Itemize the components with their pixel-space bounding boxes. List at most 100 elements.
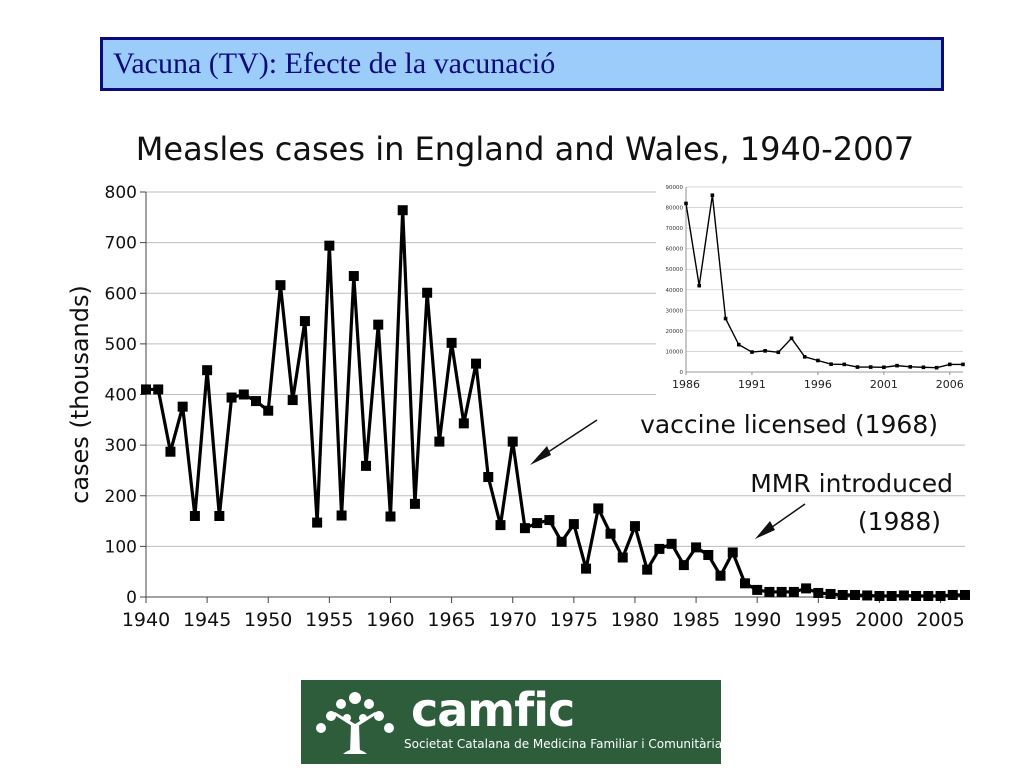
data-point	[287, 395, 298, 406]
data-point	[348, 271, 359, 282]
data-point	[312, 517, 323, 528]
inset-y-tick-label: 60000	[666, 247, 684, 253]
inset-data-point	[789, 336, 794, 341]
data-point	[519, 523, 530, 534]
annotation-arrow-head	[530, 446, 551, 465]
data-point	[813, 587, 824, 598]
data-point	[141, 384, 151, 395]
x-tick-label: 1960	[366, 609, 414, 631]
inset-data-point	[868, 365, 873, 369]
x-tick-label: 1940	[122, 609, 170, 631]
data-point	[581, 563, 592, 574]
inset-y-tick-label: 10000	[666, 349, 684, 355]
data-point	[935, 590, 946, 601]
x-tick-label: 1990	[733, 609, 781, 631]
inset-data-point	[855, 365, 860, 369]
data-point	[715, 570, 726, 581]
inset-x-tick-label: 2001	[870, 378, 898, 391]
data-point	[898, 590, 909, 601]
x-tick-label: 1945	[183, 609, 231, 631]
annotation-mmr-introduced: MMR introduced	[750, 469, 953, 498]
data-point	[495, 520, 506, 531]
y-tick-label: 700	[105, 234, 137, 254]
x-tick-label: 1995	[794, 609, 842, 631]
data-point	[189, 511, 200, 521]
data-point	[923, 590, 934, 601]
inset-data-point	[829, 362, 833, 366]
y-tick-label: 300	[105, 436, 137, 456]
inset-y-tick-label: 20000	[666, 329, 684, 335]
annotation-arrow-head	[755, 521, 775, 539]
data-point	[165, 446, 176, 457]
inset-data-point	[908, 365, 913, 369]
data-point	[458, 418, 469, 429]
data-point	[617, 552, 628, 563]
inset-data-point	[921, 365, 926, 370]
x-tick-label: 1985	[672, 609, 720, 631]
data-point	[202, 365, 213, 376]
inset-y-tick-label: 40000	[666, 288, 684, 294]
data-point	[532, 518, 543, 529]
data-point	[471, 358, 482, 369]
data-point	[837, 589, 848, 600]
data-point	[446, 337, 457, 348]
inset-y-tick-label: 30000	[666, 308, 684, 314]
inset-data-point	[842, 362, 847, 367]
x-tick-label: 2000	[855, 609, 903, 631]
slide-title: Vacuna (TV): Efecte de la vacunació	[100, 37, 944, 91]
data-point	[263, 405, 274, 416]
data-point	[752, 584, 763, 595]
inset-y-tick-label: 70000	[666, 226, 684, 232]
data-point	[361, 460, 372, 471]
data-point	[544, 515, 555, 526]
y-tick-label: 500	[105, 335, 137, 355]
inset-data-point	[882, 365, 886, 370]
measles-chart: 0 100 200 300 400 500 600 700 800 1940 1945 1950 195…	[66, 183, 970, 631]
data-point	[947, 589, 958, 600]
data-point	[642, 564, 653, 575]
inset-y-tick-label: 90000	[666, 185, 684, 191]
data-point	[275, 280, 286, 291]
data-point	[177, 401, 188, 412]
data-point	[214, 511, 225, 521]
inset-data-point	[697, 283, 701, 288]
data-point	[605, 528, 616, 539]
data-point	[373, 319, 384, 330]
inset-data-point	[750, 350, 754, 354]
y-tick-label: 800	[105, 183, 137, 203]
data-point	[507, 436, 518, 447]
x-tick-label: 1955	[305, 609, 353, 631]
y-tick-label: 400	[105, 386, 137, 406]
data-point	[911, 590, 922, 601]
data-point	[153, 384, 164, 395]
inset-data-point	[684, 201, 688, 206]
logo-subtitle: Societat Catalana de Medicina Familiar i…	[404, 737, 721, 751]
inset-data-point	[710, 193, 715, 198]
inset-data-point	[895, 363, 899, 368]
inset-data-point	[802, 354, 807, 359]
data-point	[666, 538, 677, 549]
data-point	[874, 590, 885, 601]
x-tick-label: 2005	[916, 609, 964, 631]
data-point	[238, 389, 249, 400]
x-tick-label: 1950	[244, 609, 292, 631]
camfic-logo: camfic Societat Catalana de Medicina Fam…	[301, 680, 721, 764]
data-point	[788, 586, 799, 597]
inset-x-tick-label: 1996	[804, 378, 832, 391]
data-point	[336, 510, 347, 521]
data-point	[409, 498, 420, 509]
data-point	[886, 590, 897, 601]
inset-data-point	[776, 350, 781, 355]
inset-x-tick-label: 1986	[672, 378, 700, 391]
data-point	[678, 560, 689, 571]
inset-data-point	[961, 362, 965, 367]
inset-data-point	[934, 365, 939, 370]
data-point	[862, 590, 873, 601]
data-point	[849, 589, 860, 600]
inset-x-tick-label: 2006	[936, 378, 964, 391]
data-point	[691, 542, 702, 553]
data-point	[568, 519, 579, 530]
inset-data-point	[948, 362, 952, 367]
data-point	[385, 511, 396, 522]
data-point	[434, 436, 445, 447]
